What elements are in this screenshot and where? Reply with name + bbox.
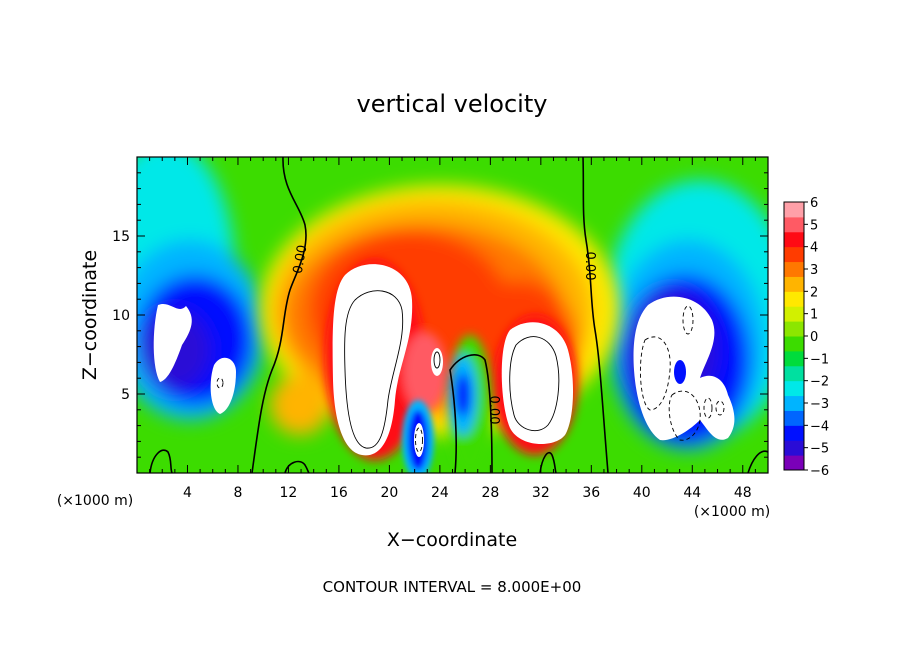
colorbar-tick-label: 4: [810, 241, 818, 256]
colorbar-tick-label: 2: [810, 285, 818, 300]
core-updraft-1: [332, 264, 413, 456]
y-tick-label: 5: [121, 387, 130, 403]
colorbar-swatch: [784, 365, 804, 382]
y-tick-label: 10: [112, 308, 130, 324]
core-downdraft-2: [210, 357, 236, 414]
x-tick-label: 20: [380, 485, 398, 501]
colorbar-swatch: [784, 350, 804, 367]
colorbar-swatch: [784, 231, 804, 248]
colorbar-swatch: [784, 395, 804, 411]
y-axis-label: Z−coordinate: [79, 250, 101, 380]
colorbar-swatch: [784, 410, 804, 426]
x-tick-label: 28: [481, 485, 499, 501]
colorbar-tick-label: −1: [810, 352, 829, 367]
x-tick-label: 40: [633, 485, 651, 501]
x-tick-label: 8: [233, 485, 242, 501]
x-unit-left: (×1000 m): [57, 493, 133, 509]
contour-labels: 0.00 0.00 0.00: [291, 244, 597, 425]
core-updraft-2: [501, 322, 574, 445]
contour-label: 0.00: [291, 244, 311, 275]
colorbar-tick-label: 0: [810, 330, 818, 345]
x-tick-label: 24: [431, 485, 449, 501]
contour-label: 0.00: [582, 252, 597, 281]
y-tick-label: 15: [112, 229, 130, 245]
colorbar-swatch: [784, 425, 804, 441]
x-tick-label: 12: [280, 485, 298, 501]
contour-label: 0.00: [486, 396, 501, 425]
colorbar-tick-label: 6: [810, 196, 818, 211]
x-axis: 4 8 12 16 20 24 28 32 36 40 44 48: [149, 157, 756, 501]
colorbar-swatch: [784, 321, 804, 337]
colorbar-tick-label: −5: [810, 442, 829, 457]
colorbar-swatch: [784, 276, 804, 292]
colorbar-tick-label: −4: [810, 419, 829, 434]
colorbar-tick-label: 3: [810, 263, 818, 278]
contour-interval-note: CONTOUR INTERVAL = 8.000E+00: [323, 578, 582, 596]
colorbar-swatch: [784, 261, 804, 277]
colorbar-tick-label: 1: [810, 308, 818, 323]
x-tick-label: 16: [330, 485, 348, 501]
x-unit-right: (×1000 m): [694, 504, 770, 520]
x-tick-label: 4: [183, 485, 192, 501]
colorbar-tick-label: −2: [810, 375, 829, 390]
colorbar-swatch: [784, 246, 804, 263]
x-tick-label: 36: [582, 485, 600, 501]
x-axis-label: X−coordinate: [387, 529, 517, 551]
colorbar-swatch: [784, 455, 804, 471]
colorbar-tick-label: −6: [810, 464, 829, 479]
y-axis: 5 10 15: [112, 172, 768, 458]
x-tick-label: 44: [683, 485, 701, 501]
zero-contours: [149, 157, 768, 473]
chart-title: vertical velocity: [357, 90, 548, 118]
colorbar: 6 5 4 3 2 1 0 −1 −2 −3 −4 −5 −6: [783, 196, 829, 479]
negative-contours: [216, 305, 725, 453]
colorbar-swatch: [784, 336, 804, 352]
colorbar-swatch: [784, 440, 804, 456]
heatmap-field: 0.00 0.00 0.00: [137, 157, 768, 473]
x-tick-label: 48: [734, 485, 752, 501]
colorbar-swatch: [784, 380, 804, 397]
colorbar-swatch: [784, 306, 804, 322]
colorbar-tick-label: 5: [810, 218, 818, 233]
x-tick-label: 32: [532, 485, 550, 501]
colorbar-tick-label: −3: [810, 397, 829, 412]
colorbar-swatch: [784, 216, 804, 233]
colorbar-swatch: [784, 202, 804, 218]
core-downdraft-1: [153, 303, 192, 382]
colorbar-swatch: [784, 291, 804, 307]
